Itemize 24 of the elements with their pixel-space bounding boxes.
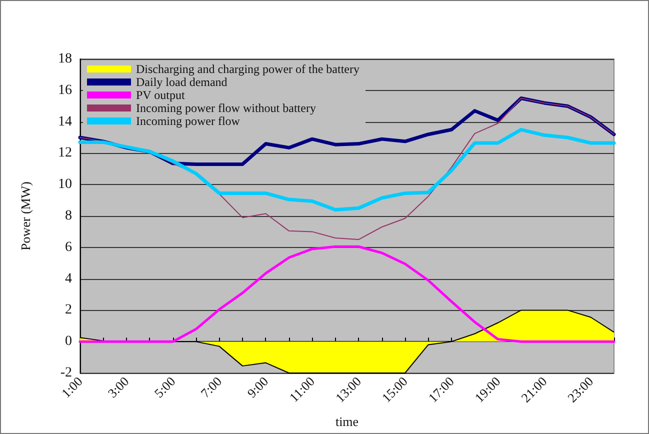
y-tick-label: -2 xyxy=(60,366,72,380)
line-series xyxy=(78,245,616,343)
y-tick-label: 18 xyxy=(58,52,72,66)
y-axis-title: Power (MW) xyxy=(18,182,33,250)
legend-label: Daily load demand xyxy=(136,75,228,89)
legend-label: PV output xyxy=(136,88,186,102)
x-tick-label: 3:00 xyxy=(104,374,132,401)
y-tick-label: 6 xyxy=(65,240,72,255)
y-tick-label: 16 xyxy=(58,82,72,98)
x-tick-label: 9:00 xyxy=(244,374,272,401)
x-axis-title: time xyxy=(335,414,359,429)
legend-label: Incoming power flow xyxy=(136,114,240,128)
legend-label: Discharging and charging power of the battery xyxy=(136,62,360,76)
x-tick-label: 7:00 xyxy=(198,374,225,401)
y-tick-label: 8 xyxy=(65,208,72,224)
y-tick-label: 10 xyxy=(58,177,72,192)
line-series xyxy=(78,128,616,212)
y-tick-label: 14 xyxy=(58,114,72,130)
y-tick-label: 0 xyxy=(65,334,72,350)
y-tick-label: 2 xyxy=(65,302,72,318)
x-tick-label: 5:00 xyxy=(151,374,178,401)
y-tick-label: 12 xyxy=(58,146,72,161)
y-tick-label: 4 xyxy=(65,271,72,286)
legend-label: Incoming power flow without battery xyxy=(136,101,316,115)
